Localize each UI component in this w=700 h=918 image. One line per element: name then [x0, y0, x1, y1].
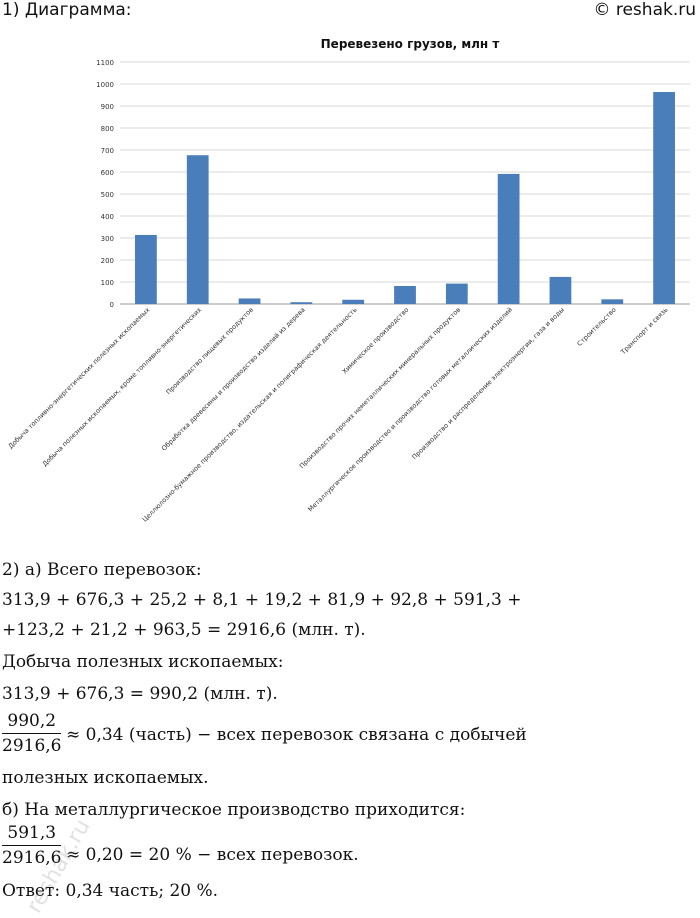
chart-title: Перевезено грузов, млн т [321, 37, 500, 51]
y-tick-label: 1000 [96, 81, 114, 89]
x-category-label: Производство пищевых продуктов [165, 306, 256, 397]
solution-line-3: +123,2 + 21,2 + 963,5 = 2916,6 (млн. т). [2, 620, 366, 640]
solution-line-8: б) На металлургическое производство прих… [2, 800, 466, 820]
y-axis-ticks: 0 100 200 300 400 500 600 700 800 900 1000 1100 [96, 59, 114, 309]
fraction-1-numerator: 990,2 [2, 710, 62, 734]
solution-line-2: 313,9 + 676,3 + 25,2 + 8,1 + 19,2 + 81,9… [2, 590, 522, 610]
bar [394, 285, 416, 304]
y-tick-label: 500 [101, 191, 114, 199]
y-tick-label: 900 [101, 103, 114, 111]
fraction-2: 591,3 2916,6 [2, 822, 62, 869]
solution-line-4: Добыча полезных ископаемых: [2, 652, 284, 672]
x-category-label: Строительство [576, 306, 618, 348]
section-label: 1) Диаграмма: [2, 0, 132, 20]
bars [135, 92, 675, 304]
bar [342, 299, 365, 304]
y-tick-label: 1100 [96, 59, 114, 67]
answer: Ответ: 0,34 часть; 20 %. [2, 881, 219, 901]
bar [601, 299, 624, 304]
y-tick-label: 0 [110, 301, 114, 309]
copyright-watermark: © reshak.ru [593, 0, 696, 20]
fraction-1: 990,2 2916,6 [2, 710, 62, 757]
y-tick-label: 300 [101, 235, 114, 243]
bar [135, 234, 157, 304]
x-category-label: Транспорт и связь [619, 306, 670, 357]
solution-line-1: 2) а) Всего перевозок: [2, 560, 202, 580]
bar [238, 298, 261, 304]
fraction-1-result: ≈ 0,34 (часть) − всех перевозок связана … [66, 725, 527, 745]
bar [290, 302, 313, 304]
bar [497, 173, 520, 304]
bar [549, 276, 572, 304]
x-category-label: Металлургическое производство и производ… [306, 306, 514, 514]
solution-line-7: полезных ископаемых. [2, 768, 209, 788]
x-axis-labels: Добыча топливно-энергетических полезных … [7, 306, 670, 524]
y-tick-label: 100 [101, 279, 114, 287]
y-tick-label: 400 [101, 213, 114, 221]
y-tick-label: 800 [101, 125, 114, 133]
fraction-1-denominator: 2916,6 [2, 736, 62, 756]
y-tick-label: 700 [101, 147, 114, 155]
bar [653, 92, 675, 304]
bar [445, 283, 468, 304]
solution-line-5: 313,9 + 676,3 = 990,2 (млн. т). [2, 684, 278, 704]
y-tick-label: 200 [101, 257, 114, 265]
fraction-2-result: ≈ 0,20 = 20 % − всех перевозок. [66, 845, 359, 865]
bar-chart: Перевезено грузов, млн т 0 100 200 300 400 50… [7, 37, 690, 524]
chart-grid [120, 61, 690, 305]
fraction-2-denominator: 2916,6 [2, 848, 62, 868]
bar [186, 155, 209, 304]
y-tick-label: 600 [101, 169, 114, 177]
fraction-2-numerator: 591,3 [2, 822, 62, 846]
